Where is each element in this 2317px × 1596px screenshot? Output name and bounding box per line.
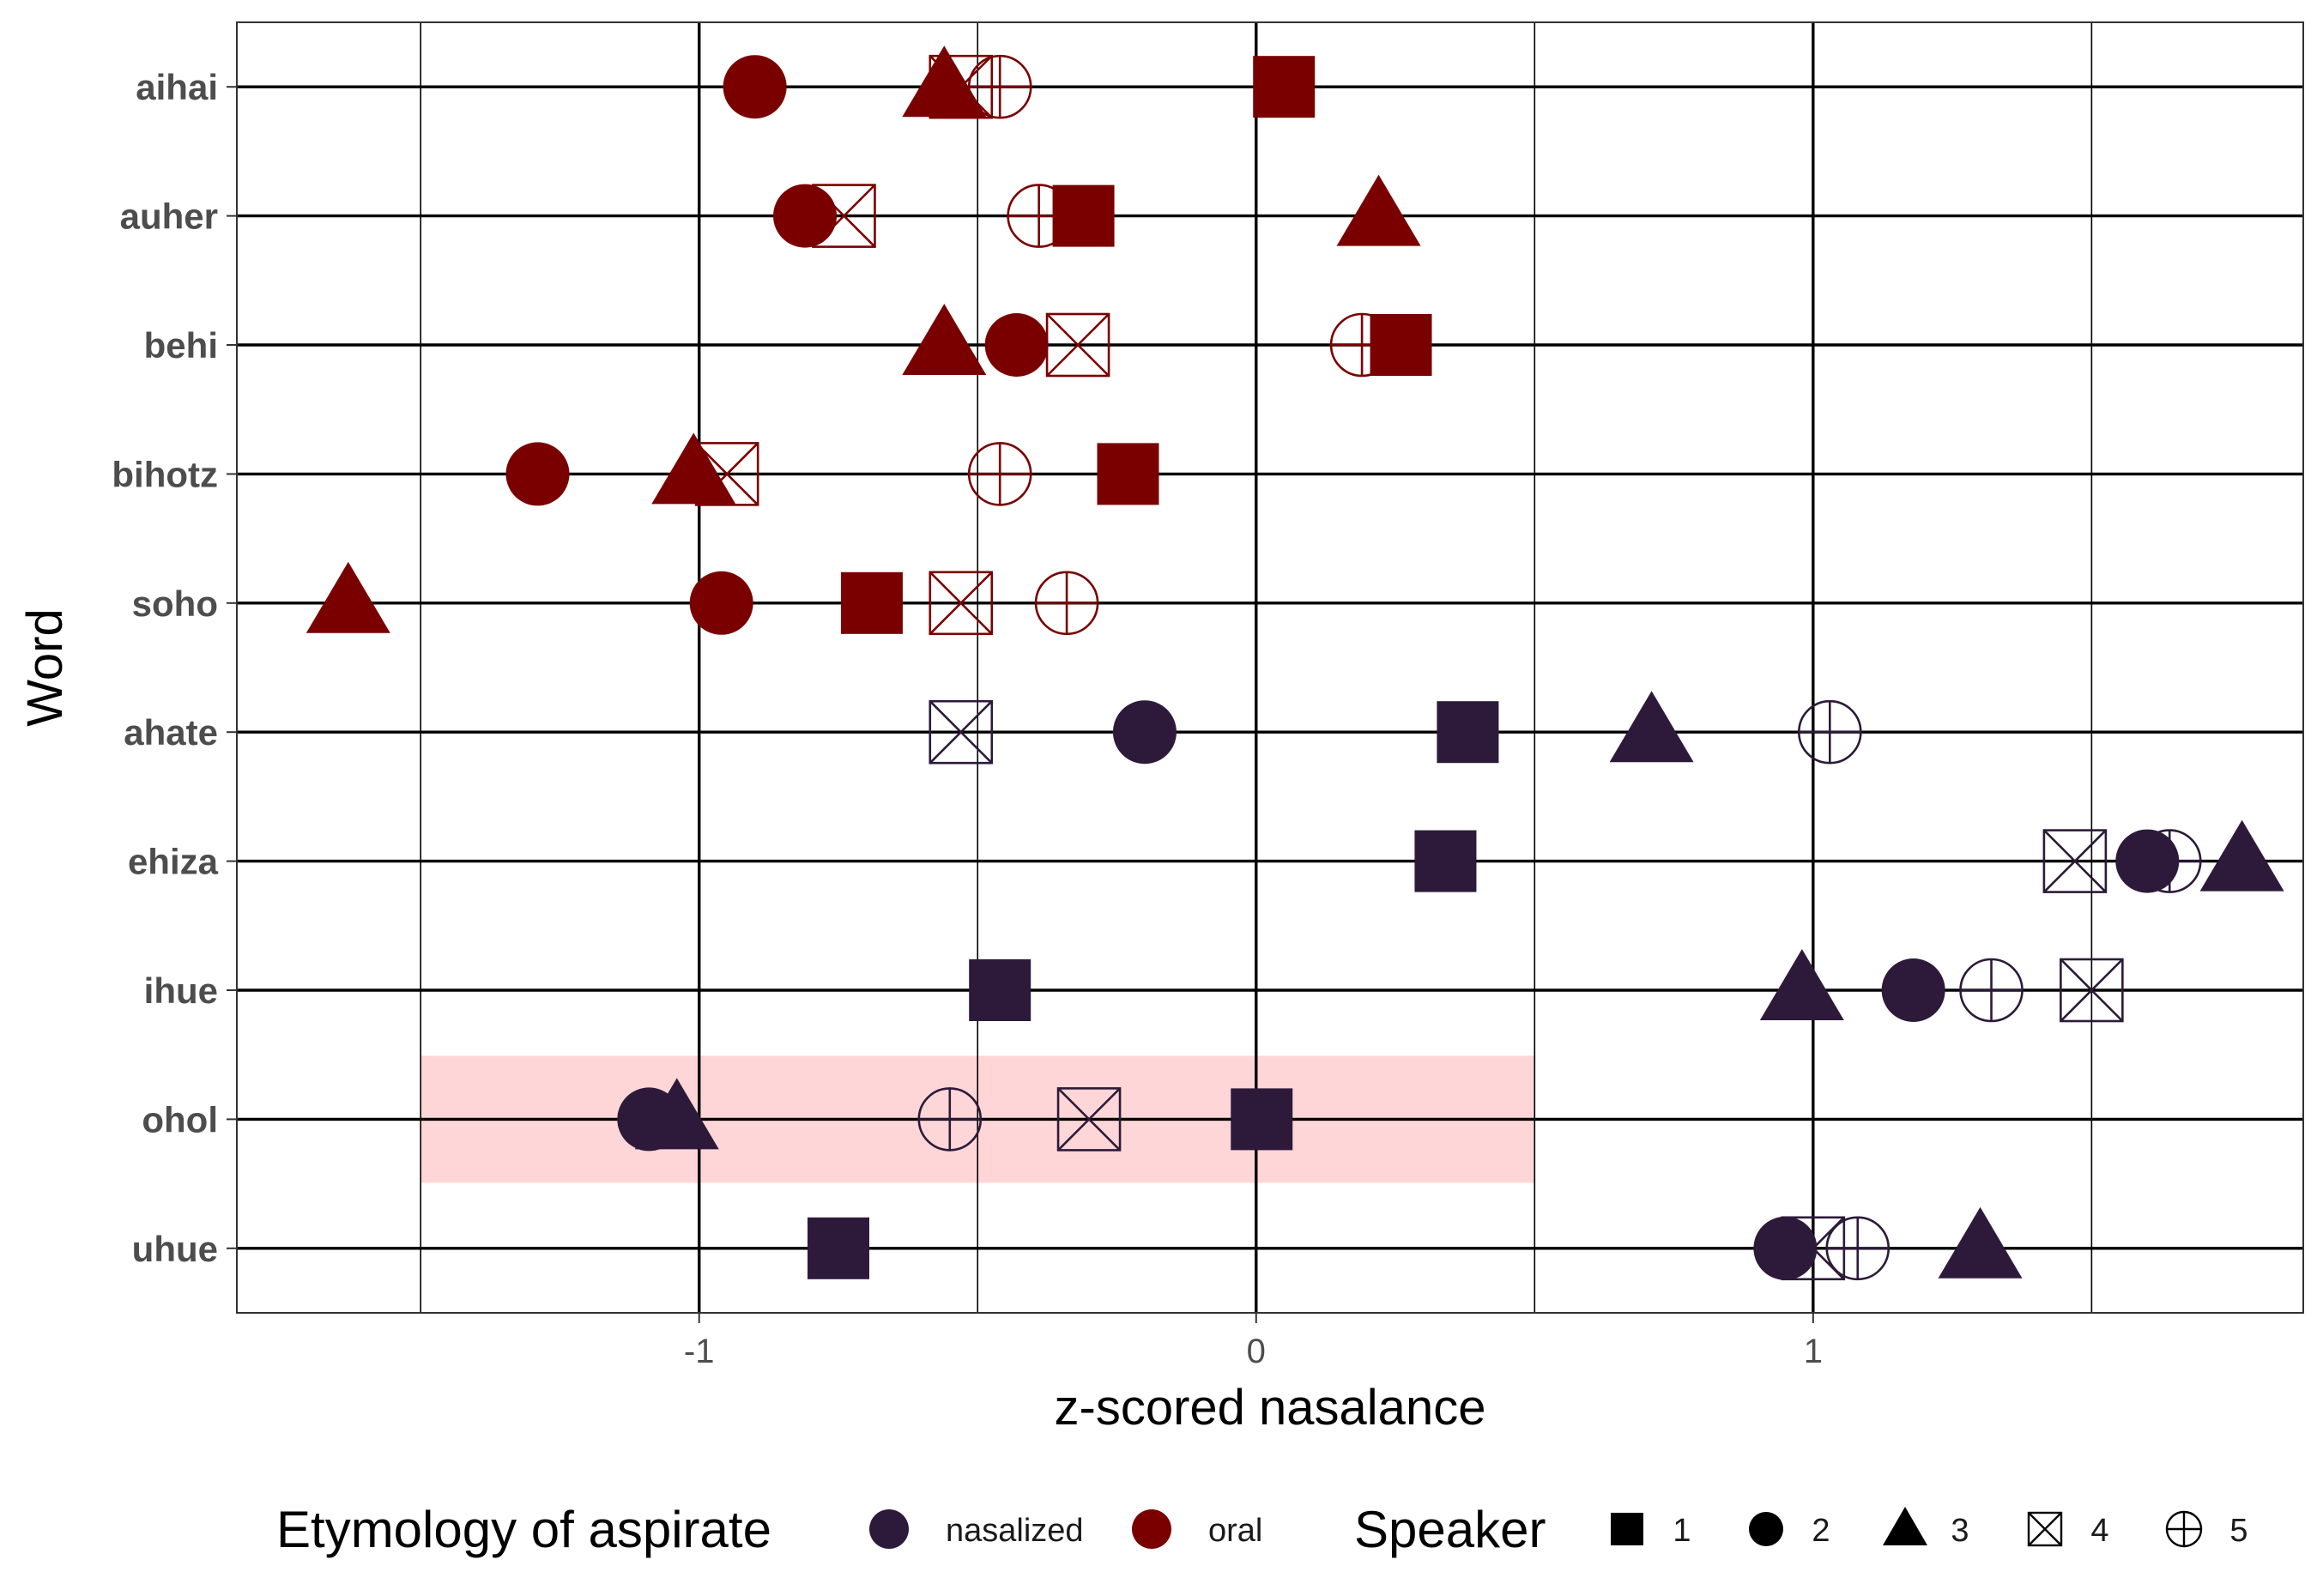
point-ahate-speaker-3 (1609, 691, 1694, 763)
legend-key-speaker-2 (1749, 1512, 1783, 1546)
point-behi-speaker-2 (984, 313, 1049, 377)
point-ihue-speaker-4 (2060, 958, 2124, 1023)
x-axis-title: z-scored nasalance (1055, 1380, 1486, 1436)
legend-label-speaker-3: 3 (1951, 1513, 1969, 1549)
point-behi-speaker-1 (1370, 314, 1432, 376)
point-uhue-speaker-2 (1753, 1216, 1818, 1280)
point-ehiza-speaker-1 (1414, 830, 1477, 892)
y-tick-label-auher: auher (120, 196, 218, 237)
point-ehiza-speaker-3 (2199, 819, 2284, 892)
legend-key-speaker-3 (1883, 1507, 1927, 1545)
data-points (306, 45, 2284, 1281)
y-tick-label-bihotz: bihotz (112, 454, 218, 494)
y-tick-label-soho: soho (132, 583, 218, 624)
point-soho-speaker-4 (929, 571, 994, 636)
point-ihue-speaker-1 (969, 959, 1031, 1021)
point-ahate-speaker-5 (1798, 699, 1862, 765)
x-tick-labels: -1 0 1 (684, 1313, 1823, 1370)
panel-border (236, 21, 2304, 1314)
legend-key-speaker-5 (2165, 1510, 2203, 1548)
grid-layer (237, 22, 2303, 1313)
legend-key-nasalized (869, 1509, 909, 1549)
point-soho-speaker-3 (306, 561, 390, 633)
point-aihai-speaker-5 (967, 54, 1032, 119)
point-soho-speaker-2 (689, 571, 753, 635)
y-tick-label-ahate: ahate (124, 712, 218, 753)
legend-label-speaker-1: 1 (1673, 1513, 1691, 1549)
legend-label-speaker-5: 5 (2229, 1513, 2247, 1549)
point-auher-speaker-1 (1052, 184, 1115, 247)
point-aihai-speaker-3 (902, 45, 987, 118)
y-axis-title: Word (17, 608, 73, 727)
x-tick-label: 1 (1804, 1333, 1823, 1370)
point-ehiza-speaker-2 (2115, 829, 2180, 893)
y-tick-label-ihue: ihue (144, 970, 218, 1011)
y-tick-label-aihai: aihai (136, 67, 218, 107)
y-tick-label-uhue: uhue (132, 1229, 218, 1269)
legend-etymology-title: Etymology of aspirate (276, 1501, 771, 1558)
point-soho-speaker-1 (840, 571, 903, 634)
point-aihai-speaker-2 (723, 55, 787, 119)
y-tick-labels: aihai auher behi bihotz soho ahate ehiza ihue oh… (112, 67, 237, 1269)
point-ihue-speaker-2 (1881, 958, 1945, 1022)
x-tick-label: 0 (1247, 1333, 1266, 1370)
legend-label-oral: oral (1208, 1513, 1262, 1549)
legend-key-speaker-4 (2027, 1511, 2063, 1547)
legend-key-oral (1132, 1509, 1171, 1549)
legend-speaker-title: Speaker (1354, 1501, 1546, 1558)
point-behi-speaker-3 (902, 304, 987, 375)
y-tick-label-ohol: ohol (142, 1099, 218, 1140)
legend-label-speaker-2: 2 (1812, 1513, 1830, 1549)
x-tick-label: -1 (684, 1333, 715, 1370)
legend: Etymology of aspirate Speaker nasalized o… (276, 1501, 2248, 1558)
point-ahate-speaker-2 (1112, 700, 1177, 765)
point-ohol-speaker-4 (1056, 1087, 1122, 1152)
point-uhue-speaker-3 (1938, 1206, 2023, 1279)
point-auher-speaker-2 (773, 184, 838, 248)
point-bihotz-speaker-5 (967, 442, 1032, 506)
point-ohol-speaker-2 (617, 1087, 681, 1152)
point-bihotz-speaker-3 (651, 432, 736, 505)
point-bihotz-speaker-2 (505, 442, 570, 506)
y-tick-label-ehiza: ehiza (128, 842, 219, 882)
y-tick-label-behi: behi (144, 325, 218, 366)
point-bihotz-speaker-1 (1097, 443, 1159, 505)
point-uhue-speaker-5 (1825, 1216, 1891, 1281)
legend-label-speaker-4: 4 (2090, 1513, 2108, 1549)
legend-label-nasalized: nasalized (946, 1513, 1084, 1549)
point-ihue-speaker-3 (1759, 949, 1844, 1020)
point-uhue-speaker-1 (807, 1217, 869, 1279)
point-aihai-speaker-1 (1253, 56, 1316, 118)
legend-key-speaker-1 (1611, 1513, 1643, 1545)
point-ahate-speaker-1 (1437, 701, 1499, 764)
point-auher-speaker-3 (1336, 174, 1421, 246)
point-ohol-speaker-5 (917, 1087, 983, 1152)
point-ehiza-speaker-4 (2042, 829, 2108, 893)
point-soho-speaker-5 (1034, 571, 1099, 636)
point-ihue-speaker-5 (1959, 958, 2024, 1023)
point-ohol-speaker-1 (1231, 1088, 1293, 1151)
point-ahate-speaker-4 (929, 699, 994, 765)
